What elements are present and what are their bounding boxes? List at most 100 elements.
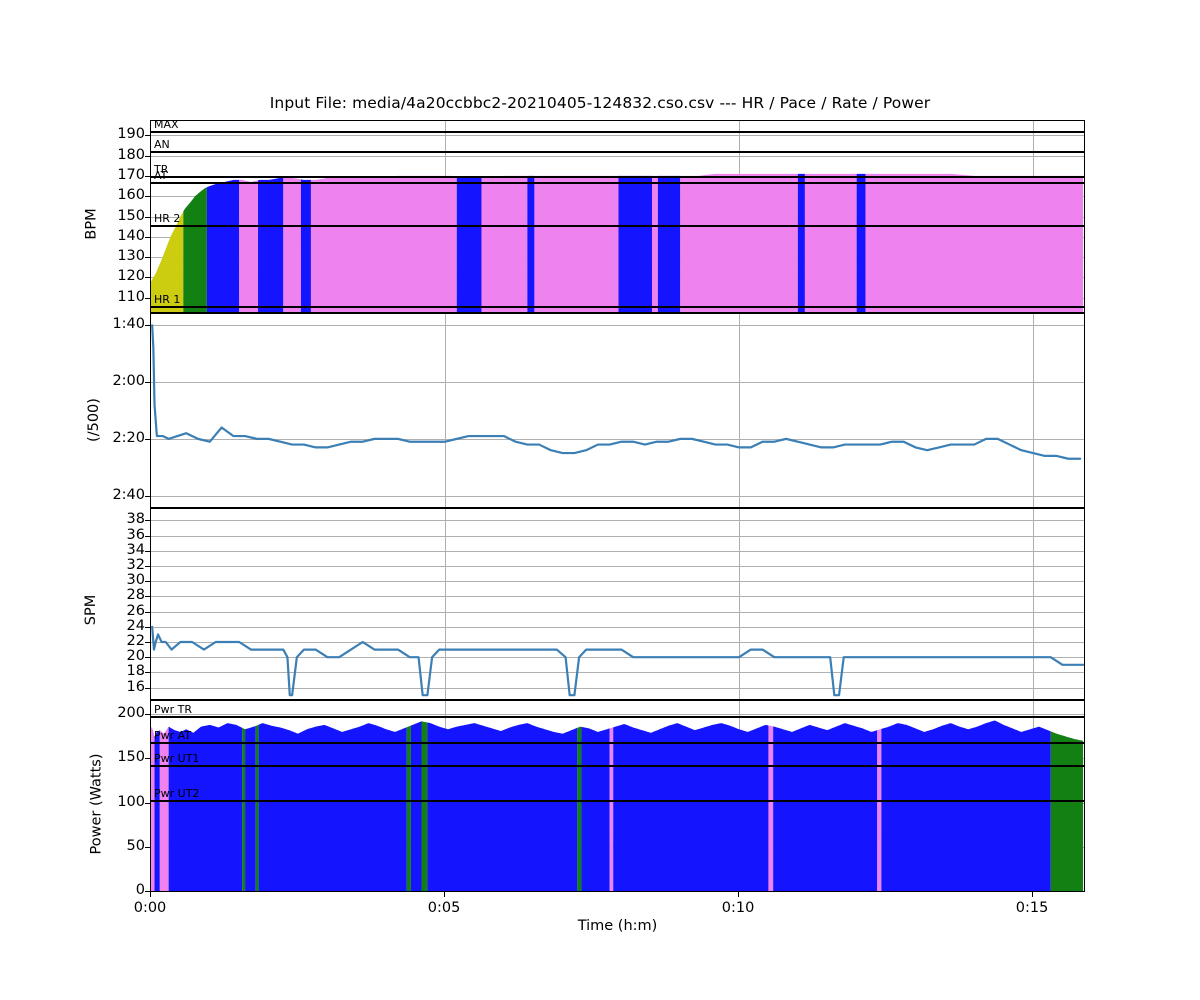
gridline <box>151 626 1084 628</box>
axis-label-spm: SPM <box>83 594 100 626</box>
tick-mark <box>145 175 150 177</box>
panel-stroke-rate <box>150 508 1085 700</box>
xtick-label-0: 0:00 <box>133 900 167 916</box>
tick-mark <box>145 438 150 440</box>
ytick-spm-34: 34 <box>126 541 145 558</box>
ytick-spm-22: 22 <box>126 633 145 649</box>
ytick-bpm-160: 160 <box>117 187 145 204</box>
tick-mark <box>145 155 150 157</box>
ytick-bpm-150: 150 <box>117 207 145 224</box>
ytick-bpm-170: 170 <box>117 166 145 183</box>
gridline-vertical <box>445 314 447 507</box>
threshold-label-pwr-at: Pwr AT <box>154 728 192 742</box>
axis-label-power: Power (Watts) <box>88 753 105 855</box>
tick-mark <box>145 535 150 537</box>
threshold-label-an: AN <box>154 138 170 152</box>
threshold-line-an <box>151 151 1084 154</box>
threshold-line-pwr-at <box>151 741 1084 744</box>
gridline <box>151 495 1084 497</box>
gridline-vertical <box>739 509 741 699</box>
gridline <box>151 155 1084 157</box>
tick-mark <box>145 566 150 567</box>
tick-mark <box>145 657 150 659</box>
ytick-power-100: 100 <box>117 793 145 810</box>
ytick-bpm-180: 180 <box>117 146 145 163</box>
gridline <box>151 566 1084 567</box>
tick-mark <box>145 135 150 137</box>
threshold-label-max: MAX <box>154 121 179 132</box>
tick-mark <box>145 672 150 674</box>
ytick-spm-16: 16 <box>126 678 145 695</box>
threshold-label-pwr-tr: Pwr TR <box>154 703 193 717</box>
gridline <box>151 382 1084 384</box>
threshold-line-at <box>151 181 1084 184</box>
axis-label-time: Time (h:m) <box>577 918 658 934</box>
ytick-spm-32: 32 <box>126 557 145 573</box>
threshold-label-hr-1: HR 1 <box>154 292 181 306</box>
ytick-power-200: 200 <box>117 705 145 722</box>
ytick-spm-26: 26 <box>126 602 145 619</box>
axis-label-pace: (/500) <box>85 398 102 442</box>
xtick-label-2: 0:10 <box>721 900 755 916</box>
tick-mark <box>145 216 150 218</box>
threshold-label-pwr-ut1: Pwr UT1 <box>154 751 200 765</box>
threshold-label-pwr-ut2: Pwr UT2 <box>154 786 200 800</box>
gridline <box>151 325 1084 327</box>
gridline <box>151 642 1084 643</box>
panel-power: Pwr TR Pwr AT Pwr UT1 Pwr UT2 <box>150 700 1085 892</box>
tick-mark <box>145 520 150 522</box>
ytick-bpm-130: 130 <box>117 248 145 265</box>
tick-mark <box>145 325 150 327</box>
tick-mark <box>145 891 150 892</box>
xtick-mark <box>444 892 446 897</box>
ytick-bpm-110: 110 <box>117 288 145 305</box>
ytick-bpm-120: 120 <box>117 268 145 285</box>
tick-mark <box>145 382 150 384</box>
gridline <box>151 687 1084 689</box>
ytick-spm-36: 36 <box>126 526 145 543</box>
tick-mark <box>145 596 150 598</box>
panel-heart-rate: MAX AN TR AT HR 2 HR 1 <box>150 120 1085 313</box>
gridline <box>151 657 1084 659</box>
gridline <box>151 672 1084 674</box>
tick-mark <box>145 846 150 848</box>
gridline <box>151 714 1084 716</box>
tick-mark <box>145 297 150 299</box>
ytick-bpm-140: 140 <box>117 227 145 244</box>
threshold-line-hr-2 <box>151 224 1084 227</box>
tick-mark <box>145 611 150 613</box>
tick-mark <box>145 758 150 760</box>
ytick-spm-24: 24 <box>126 617 145 634</box>
ytick-power-50: 50 <box>126 837 145 854</box>
gridline <box>151 596 1084 598</box>
ytick-pace-3: 2:40 <box>112 486 145 503</box>
threshold-line-hr-1 <box>151 305 1084 308</box>
ytick-power-150: 150 <box>117 749 145 766</box>
ytick-spm-28: 28 <box>126 587 145 604</box>
ytick-pace-0: 1:40 <box>112 316 145 333</box>
tick-mark <box>145 581 150 583</box>
ytick-power-0: 0 <box>135 882 145 898</box>
tick-mark <box>145 642 150 643</box>
axis-label-bpm: BPM <box>83 208 100 240</box>
xtick-mark <box>1032 892 1034 897</box>
tick-mark <box>145 687 150 689</box>
ytick-spm-30: 30 <box>126 572 145 589</box>
xtick-label-1: 0:05 <box>427 900 461 916</box>
gridline-vertical <box>1033 314 1035 507</box>
tick-mark <box>145 626 150 628</box>
ytick-pace-2: 2:20 <box>112 429 145 446</box>
gridline-vertical <box>445 509 447 699</box>
tick-mark <box>145 277 150 279</box>
gridline-vertical <box>1033 509 1035 699</box>
gridline <box>151 550 1084 552</box>
ytick-spm-20: 20 <box>126 648 145 665</box>
threshold-line-pwr-tr <box>151 716 1084 719</box>
threshold-label-tr: TR <box>154 162 169 176</box>
threshold-line-max <box>151 131 1084 134</box>
xtick-mark <box>150 892 151 897</box>
chart-title: Input File: media/4a20ccbbc2-20210405-12… <box>269 94 931 112</box>
xtick-label-3: 0:15 <box>1015 900 1049 916</box>
threshold-line-pwr-ut2 <box>151 799 1084 802</box>
gridline <box>151 611 1084 613</box>
